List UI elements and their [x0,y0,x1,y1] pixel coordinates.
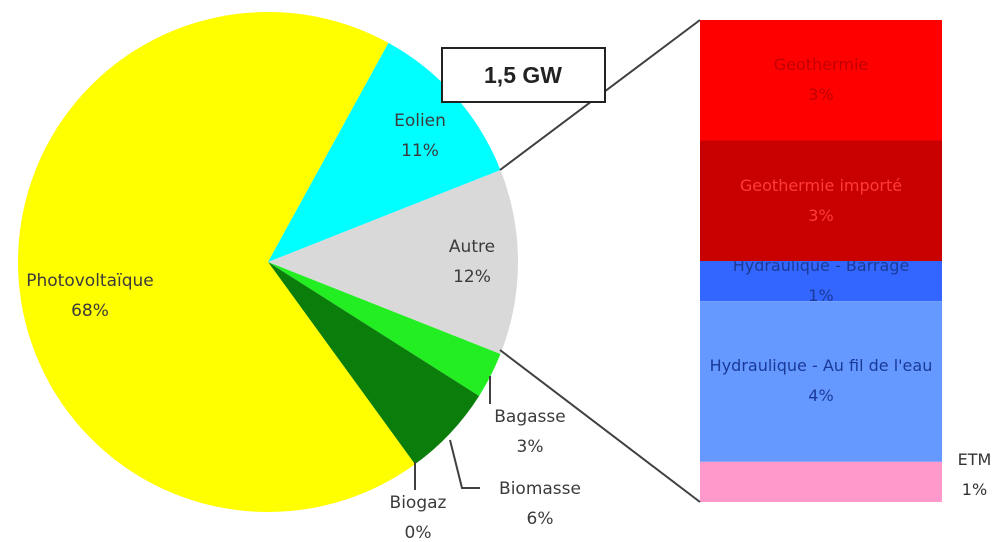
pie-slice [268,262,480,465]
bar-segment [700,140,942,261]
segment-value: 3% [808,205,834,225]
bar-segment [700,261,942,302]
slice-label: Photovoltaïque [26,271,154,291]
slice-label: Biomasse [499,479,581,499]
slice-value: 3% [517,437,544,457]
segment-name: ETM [957,449,992,469]
slice-value: 6% [527,509,554,529]
segment-name: Geothermie importé [739,175,903,195]
segment-value: 1% [808,286,834,302]
segment-name: Geothermie [773,55,869,75]
segment-label-box: Hydraulique - Au fil de l'eau 4% [700,301,942,462]
pie-slice [268,169,519,355]
segment-label-box: ETM 1% [942,440,1007,510]
pie-slice [268,262,501,396]
bar-of-pie [700,20,942,502]
slice-value: 12% [453,267,491,287]
segment-value: 3% [808,85,834,105]
annotation: 1,5 GW [484,62,562,88]
slice-label: Bagasse [494,407,565,427]
segment-label-box: Geothermie 3% [700,20,942,141]
segment-label: ETM 1% [942,440,1007,510]
slice-value: 11% [401,141,439,161]
segment-label-box: Geothermie importé 3% [700,141,942,262]
bar-segment [700,20,942,141]
segment-label: Geothermie importé 3% [700,141,942,262]
labels: Autre 12% Bagasse 3% Biomasse 6% Biogaz 0% Photo… [26,20,1007,542]
segment-label: Hydraulique - Barrage 1% [700,261,942,301]
segment-value: 1% [961,479,988,499]
annotation-box [441,47,606,103]
slice-label: Autre [449,237,495,257]
bar-segment [700,461,942,502]
pie-slice [18,12,415,513]
slice-label: Biogaz [390,493,447,513]
segment-label-box: Hydraulique - Barrage 1% [700,261,942,301]
connector [499,349,701,503]
segment-label: Hydraulique - Au fil de l'eau 4% [700,301,942,462]
bar-segment [700,301,942,462]
segment-label: Geothermie 3% [700,20,942,141]
segment-name: Hydraulique - Barrage [732,261,910,276]
slice-label: Eolien [394,111,446,131]
pie [18,12,519,513]
segment-value: 4% [808,386,834,406]
leader-line [449,439,480,489]
slice-value: 68% [71,301,109,321]
segment-name: Hydraulique - Au fil de l'eau [709,356,933,376]
slice-value: 0% [405,523,432,542]
